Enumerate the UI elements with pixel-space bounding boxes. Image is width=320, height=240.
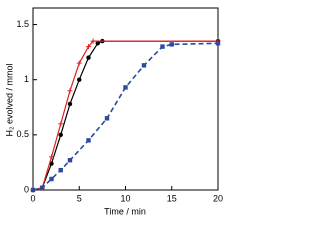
point	[123, 85, 128, 90]
point	[30, 187, 36, 193]
x-tick-label: 5	[77, 193, 82, 203]
y-tick-label: 1	[24, 74, 29, 84]
x-tick-label: 15	[167, 193, 177, 203]
point	[95, 41, 100, 46]
point	[76, 60, 82, 66]
point	[49, 176, 54, 182]
point	[86, 55, 91, 60]
point	[90, 38, 96, 44]
point	[49, 154, 54, 160]
point	[77, 77, 82, 82]
point	[58, 132, 63, 138]
y-axis-label: H₂ evolved / mmol	[4, 63, 14, 136]
point	[86, 44, 91, 50]
point	[160, 44, 165, 49]
x-tick-label: 20	[213, 193, 223, 203]
y-tick-label: 0.5	[16, 129, 29, 139]
plot-frame	[32, 7, 219, 191]
point	[58, 167, 63, 173]
point	[40, 185, 45, 190]
x-axis-label: Time / min	[104, 206, 146, 216]
point	[86, 138, 91, 143]
point	[67, 101, 73, 107]
point	[215, 41, 221, 46]
point	[169, 42, 174, 47]
point	[141, 63, 147, 68]
series-line	[32, 40, 218, 191]
point	[58, 121, 64, 127]
chart: Time / min H₂ evolved / mmol 0 5 10 15 20 0 0.…	[4, 7, 223, 216]
point	[67, 158, 73, 163]
y-tick-label: 0	[24, 184, 29, 194]
series-line	[32, 40, 218, 191]
x-tick-label: 0	[30, 193, 35, 203]
x-tick-label: 10	[120, 193, 130, 203]
point	[67, 88, 73, 94]
point	[104, 116, 110, 121]
y-tick-label: 1.5	[16, 19, 29, 29]
